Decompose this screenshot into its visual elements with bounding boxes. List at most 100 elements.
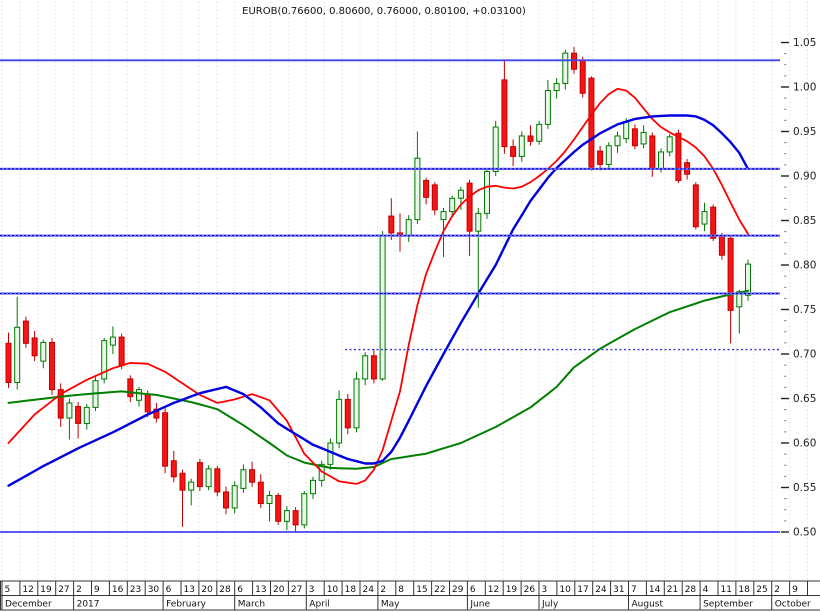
candle-down	[162, 412, 169, 467]
y-axis-label: 0.65	[793, 393, 816, 405]
candle-up	[240, 469, 247, 489]
date-label: 13	[255, 585, 266, 595]
date-label: 25	[756, 585, 767, 595]
date-label: 7	[631, 585, 637, 595]
candle-down	[75, 406, 82, 424]
candle-up	[40, 341, 47, 362]
candle-up	[562, 52, 569, 84]
candle-down	[727, 237, 734, 311]
date-label: 9	[792, 585, 798, 595]
candle-down	[249, 469, 256, 483]
date-label: 21	[667, 585, 678, 595]
date-label: 19	[40, 585, 52, 595]
candle-up	[623, 121, 630, 140]
candle-down	[649, 135, 656, 170]
candle-up	[457, 189, 464, 199]
candle-up	[414, 157, 421, 221]
y-axis-label: 0.90	[793, 171, 816, 183]
candle-down	[588, 77, 595, 168]
date-label: 4	[703, 585, 709, 595]
date-label: 22	[434, 585, 445, 595]
candle-down	[214, 468, 221, 493]
candle-up	[101, 340, 108, 380]
month-label: July	[541, 600, 559, 610]
candle-down	[431, 184, 438, 211]
candle-up	[405, 219, 412, 237]
date-label: 8	[398, 585, 404, 595]
month-label: April	[309, 600, 330, 610]
date-label: 2	[774, 585, 780, 595]
date-label: 27	[291, 585, 302, 595]
candle-up	[379, 235, 386, 380]
candle-down	[597, 150, 604, 165]
date-label: 18	[345, 585, 357, 595]
month-label: September	[703, 600, 753, 610]
candle-up	[188, 481, 195, 491]
month-label: December	[5, 600, 52, 610]
candle-up	[205, 468, 212, 488]
candle-down	[5, 342, 12, 383]
date-label: 28	[219, 585, 231, 595]
date-label: 2	[76, 585, 82, 595]
candle-down	[579, 59, 586, 94]
y-axis-label: 0.85	[793, 215, 816, 227]
month-label: February	[166, 600, 207, 610]
candle-down	[718, 235, 725, 256]
candle-up	[658, 151, 664, 170]
candle-down	[692, 184, 699, 228]
candle-up	[353, 378, 360, 429]
date-label: 19	[506, 585, 518, 595]
date-label: 9	[94, 585, 100, 595]
candle-up	[484, 171, 490, 214]
candle-up	[745, 263, 751, 296]
date-label: 14	[649, 585, 661, 595]
y-axis-label: 1.05	[793, 37, 816, 49]
date-label: 30	[148, 585, 160, 595]
date-label: 15	[416, 585, 427, 595]
month-label: 2017	[77, 600, 100, 610]
candle-up	[310, 479, 316, 495]
date-label: 10	[559, 585, 571, 595]
candle-down	[501, 79, 508, 148]
candle-up	[449, 197, 456, 213]
candle-down	[631, 128, 638, 147]
candle-up	[66, 402, 73, 419]
candle-up	[614, 135, 621, 147]
date-label: 11	[721, 585, 732, 595]
ma-mid-blue	[7, 114, 750, 487]
candle-down	[675, 132, 682, 181]
candle-up	[440, 211, 447, 221]
date-label: 20	[273, 585, 285, 595]
date-label: 6	[237, 585, 243, 595]
candle-down	[510, 146, 517, 157]
candle-up	[83, 406, 90, 424]
candle-up	[336, 398, 343, 444]
candle-down	[57, 389, 64, 419]
date-label: 2	[380, 585, 386, 595]
date-label: 12	[488, 585, 499, 595]
date-label: 28	[685, 585, 697, 595]
ma-fast-red	[7, 87, 749, 485]
candle-down	[292, 510, 299, 526]
month-label: October	[775, 600, 811, 610]
candle-up	[266, 495, 273, 505]
date-label: 17	[577, 585, 588, 595]
date-label: 12	[22, 585, 33, 595]
y-axis-label: 0.55	[793, 482, 816, 494]
candle-down	[710, 206, 717, 239]
candle-up	[536, 123, 543, 142]
date-label: 24	[363, 585, 375, 595]
y-axis-label: 0.80	[793, 260, 816, 272]
y-axis-label: 1.00	[793, 82, 816, 94]
date-label: 31	[613, 585, 624, 595]
candle-down	[527, 135, 534, 142]
y-axis-label: 0.70	[793, 349, 816, 361]
y-axis-label: 0.75	[793, 304, 816, 316]
candle-up	[640, 131, 647, 145]
date-label: 3	[542, 585, 548, 595]
month-label: August	[632, 600, 664, 610]
candle-up	[362, 355, 369, 380]
month-label: May	[381, 600, 400, 610]
